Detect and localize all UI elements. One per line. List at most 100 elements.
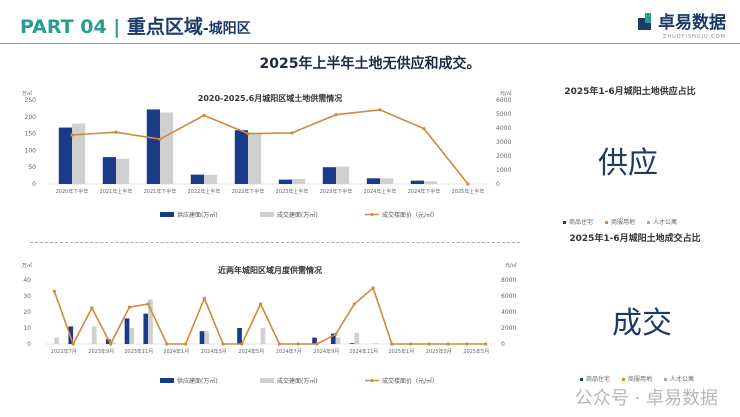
bar-deal — [292, 178, 306, 184]
y2-tick-label: 3000 — [496, 139, 511, 146]
price-point — [378, 108, 382, 112]
bar-deal — [354, 332, 360, 344]
x-tick-label: 2025年5月 — [463, 348, 489, 355]
price-line — [53, 286, 486, 346]
y2-tick-label: 5000 — [496, 111, 511, 118]
bar-supply — [330, 333, 336, 344]
x-tick-label: 2021年下半年 — [144, 188, 177, 195]
page-title: PART 04 | 重点区域-城阳区 — [20, 12, 251, 39]
deal-share-title: 2025年1-6月城阳土地成交占比 — [569, 234, 701, 244]
bar-deal — [148, 299, 153, 344]
price-point — [465, 342, 469, 346]
price-point — [221, 342, 225, 346]
bar-deal — [54, 337, 60, 344]
price-point — [315, 342, 319, 346]
deal-share-legend: 商品住宅 商服用地 人才公寓 — [580, 374, 694, 383]
bar-deal — [129, 328, 135, 344]
y-tick-label: 150 — [25, 131, 37, 138]
y2-tick-label: 8000 — [501, 277, 516, 284]
bar-supply — [312, 337, 317, 344]
price-point — [90, 306, 94, 310]
price-point — [246, 132, 250, 136]
y2-tick-label: 6000 — [496, 97, 511, 104]
bar-supply — [349, 343, 355, 344]
bar-deal — [248, 133, 262, 184]
x-tick-label: 2023年9月 — [88, 348, 114, 355]
legend-swatch — [260, 378, 274, 383]
bar-supply — [105, 339, 111, 344]
y2-tick-label: 4000 — [496, 125, 511, 132]
supply-share-title: 2025年1-6月城阳土地供应占比 — [564, 87, 696, 97]
bar-supply — [322, 167, 336, 184]
bar-deal — [204, 331, 210, 344]
bar-supply — [190, 174, 204, 184]
district-label: -城阳区 — [202, 21, 251, 37]
y-axis-unit: 万㎡ — [22, 90, 32, 97]
price-point — [158, 137, 162, 141]
chart-title: 近两年城阳区域月度供需情况 — [218, 265, 322, 275]
chart-monthly-supply-demand: 近两年城阳区域月度供需情况 万㎡ 元/㎡ 0 10 20 30 40 0 2000 4000 6000… — [22, 262, 517, 385]
legend-label: 供应建面(万㎡) — [177, 211, 218, 219]
legend-swatch — [160, 212, 174, 217]
legend-swatch — [260, 212, 274, 217]
bar-supply — [366, 178, 380, 184]
price-point — [202, 113, 206, 117]
y2-axis-unit: 元/㎡ — [500, 90, 512, 97]
x-tick-label: 2025年3月 — [426, 348, 452, 355]
price-point — [422, 127, 426, 131]
logo-icon — [638, 12, 651, 30]
legend-label: 成交建面(万㎡) — [277, 377, 318, 385]
y2-axis-unit: 元/㎡ — [505, 262, 517, 269]
x-tick-label: 2024年1月 — [163, 348, 189, 355]
y-tick-label: 20 — [23, 309, 31, 316]
bar-supply — [58, 127, 72, 184]
bar-deal — [335, 337, 341, 344]
y-tick-label: 200 — [25, 114, 37, 121]
x-tick-label: 2022年下半年 — [232, 188, 265, 195]
legend-marker — [370, 379, 374, 382]
price-point — [409, 342, 413, 346]
y2-tick-label: 4000 — [501, 309, 516, 316]
legend-item: 人才公寓 — [664, 374, 694, 383]
x-tick-label: 2023年上半年 — [276, 188, 309, 195]
dashed-divider — [30, 242, 520, 243]
bar-supply — [102, 157, 116, 184]
bar-supply — [410, 180, 424, 184]
x-tick-label: 2023年7月 — [51, 348, 77, 355]
y-axis-unit: 万㎡ — [22, 262, 32, 269]
x-tick-label: 2024年3月 — [201, 348, 227, 355]
bar-deal — [116, 158, 130, 184]
y-tick-label: 250 — [25, 97, 37, 104]
legend-label: 供应建面(万㎡) — [177, 377, 218, 385]
bar-supply — [146, 109, 160, 184]
x-tick-label: 2025年上半年 — [452, 188, 485, 195]
price-point — [109, 342, 113, 346]
bar-supply — [143, 313, 149, 344]
y2-tick-label: 0 — [501, 341, 505, 348]
price-point — [371, 286, 375, 290]
x-tick-label: 2022年上半年 — [188, 188, 221, 195]
x-tick-label: 2023年11月 — [124, 348, 153, 355]
bar-supply — [237, 328, 242, 344]
bar-deal — [110, 342, 116, 344]
y-tick-label: 100 — [25, 147, 37, 154]
price-point — [277, 342, 281, 346]
bar-deal — [204, 174, 218, 184]
price-point — [290, 131, 294, 135]
section-label: 重点区域 — [126, 16, 203, 38]
bar-supply — [199, 331, 205, 344]
price-point — [184, 342, 188, 346]
x-tick-label: 2023年下半年 — [320, 188, 353, 195]
deal-share-placeholder: 成交 — [612, 306, 672, 341]
legend-item: 商品住宅 — [580, 374, 610, 383]
supply-share-legend: 商品住宅 商服用地 人才公寓 — [563, 217, 677, 226]
price-point — [352, 302, 356, 306]
legend-item: 商品住宅 — [563, 217, 593, 226]
price-point — [390, 342, 394, 346]
price-point — [52, 289, 56, 293]
price-point — [334, 113, 338, 117]
price-line — [71, 108, 469, 185]
price-point — [240, 342, 244, 346]
bar-deal — [373, 343, 378, 344]
